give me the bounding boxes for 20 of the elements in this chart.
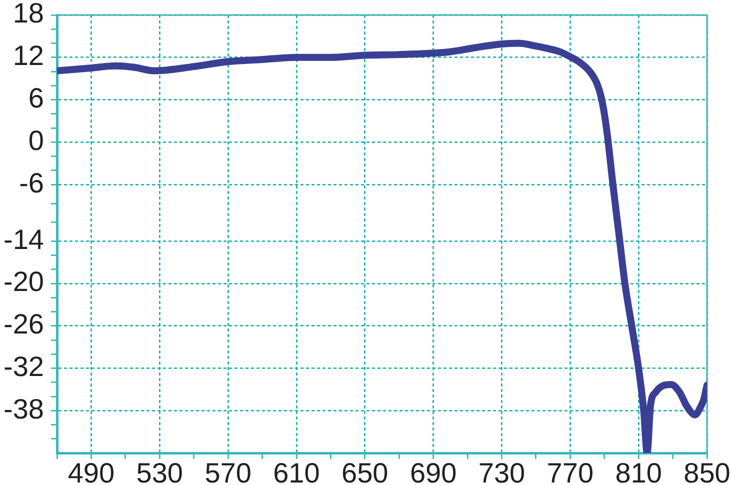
x-tick-label: 690 — [410, 458, 457, 485]
y-tick-label: 0 — [28, 124, 44, 156]
x-tick-label: 610 — [273, 458, 320, 485]
x-tick-label: 650 — [342, 458, 388, 485]
x-tick-label: 570 — [204, 458, 252, 485]
y-tick-label: -32 — [4, 350, 44, 382]
y-tick-label: 18 — [12, 0, 44, 29]
y-tick-label: -14 — [4, 224, 44, 255]
x-tick-label: 770 — [546, 458, 594, 485]
y-tick-label: 12 — [12, 40, 44, 72]
y-tick-label: -20 — [4, 266, 44, 298]
y-tick-label: -6 — [19, 167, 44, 198]
x-tick-label: 530 — [136, 458, 183, 485]
x-tick-label: 810 — [615, 458, 662, 485]
x-tick-label: 850 — [684, 458, 730, 485]
y-tick-label: 6 — [28, 82, 44, 114]
x-tick-label: 490 — [68, 458, 115, 485]
y-tick-label: -26 — [4, 308, 44, 340]
y-tick-label: -38 — [4, 393, 44, 424]
x-tick-label: 730 — [478, 458, 526, 485]
